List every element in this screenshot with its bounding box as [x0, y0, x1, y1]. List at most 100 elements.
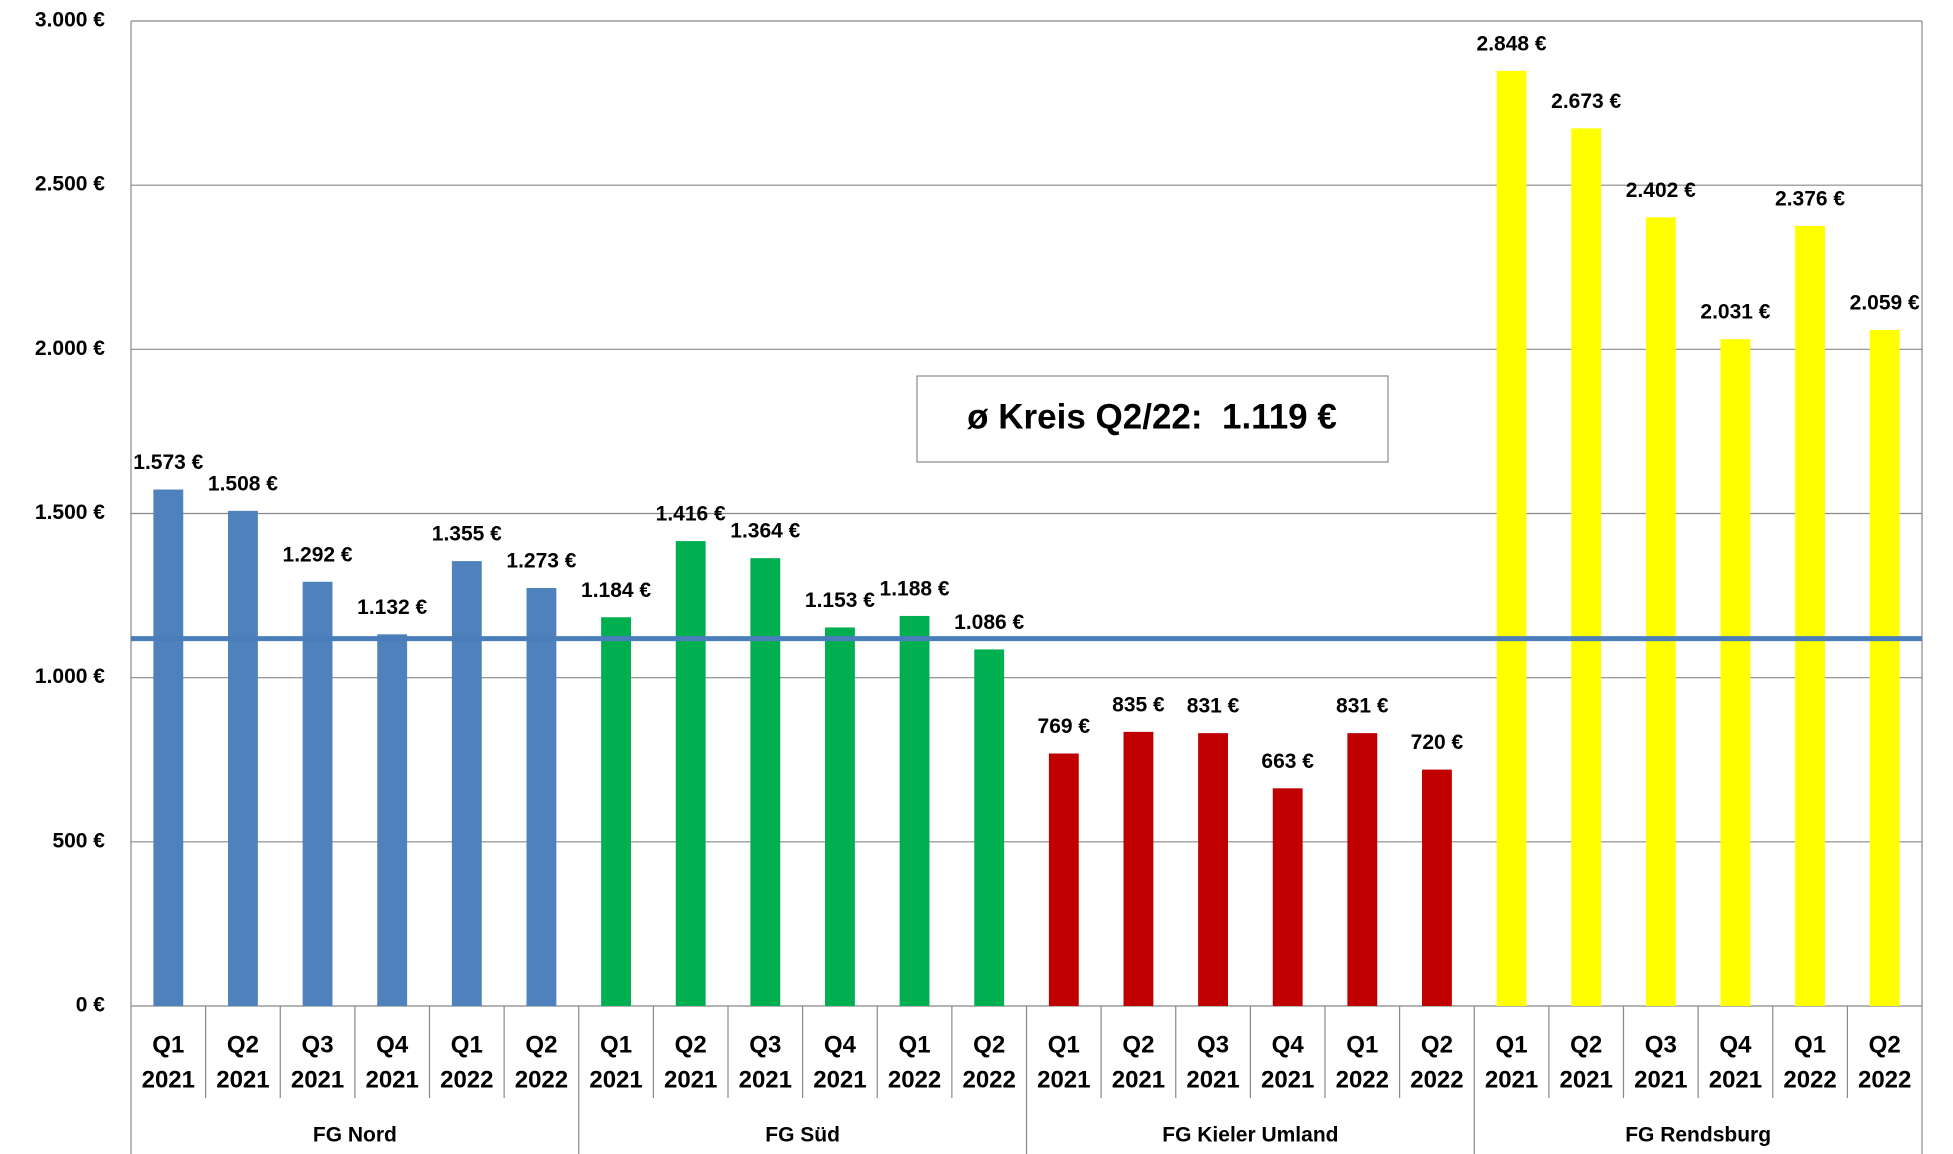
value-label: 1.153 € — [805, 589, 875, 612]
value-label: 2.673 € — [1551, 90, 1621, 113]
x-tick-label: 2021 — [1485, 1066, 1538, 1093]
bar — [974, 649, 1005, 1006]
x-tick-label: Q1 — [1346, 1031, 1378, 1058]
value-label: 2.848 € — [1477, 32, 1547, 55]
x-tick-label: Q1 — [899, 1031, 931, 1058]
value-label: 1.132 € — [357, 596, 427, 619]
x-tick-label: Q2 — [973, 1031, 1005, 1058]
x-tick-label: Q2 — [1869, 1031, 1901, 1058]
bar — [1869, 329, 1900, 1006]
value-label: 1.364 € — [730, 520, 800, 543]
x-tick-label: 2021 — [142, 1066, 195, 1093]
bar — [153, 489, 184, 1006]
bar — [675, 541, 706, 1006]
y-tick-label: 3.000 € — [35, 9, 105, 32]
x-tick-label: 2022 — [1858, 1066, 1911, 1093]
bar — [1720, 339, 1751, 1006]
value-label: 2.402 € — [1626, 179, 1696, 202]
bar — [1422, 769, 1452, 1006]
x-tick-label: Q1 — [1794, 1031, 1826, 1058]
bar — [825, 627, 855, 1006]
x-tick-label: 2021 — [1261, 1066, 1314, 1093]
value-label: 1.573 € — [133, 451, 203, 474]
bar — [302, 581, 333, 1006]
x-tick-label: Q1 — [1048, 1031, 1080, 1058]
value-label: 1.273 € — [506, 550, 576, 573]
x-tick-label: Q4 — [1272, 1031, 1305, 1058]
x-tick-label: 2021 — [1709, 1066, 1762, 1093]
x-tick-label: 2022 — [888, 1066, 941, 1093]
group-label: FG Kieler Umland — [1162, 1124, 1338, 1147]
x-tick-label: Q1 — [1496, 1031, 1528, 1058]
y-tick-label: 0 € — [76, 994, 106, 1017]
x-tick-label: 2021 — [739, 1066, 792, 1093]
bar — [377, 634, 408, 1006]
x-tick-label: Q3 — [1645, 1031, 1677, 1058]
x-tick-label: Q2 — [227, 1031, 259, 1058]
x-tick-label: Q1 — [451, 1031, 483, 1058]
value-label: 1.184 € — [581, 579, 651, 602]
bar — [526, 588, 557, 1006]
x-tick-label: 2022 — [962, 1066, 1015, 1093]
x-tick-label: 2022 — [515, 1066, 568, 1093]
x-tick-label: 2022 — [1783, 1066, 1836, 1093]
value-label: 1.416 € — [656, 503, 726, 526]
y-tick-label: 500 € — [52, 829, 105, 852]
value-label: 2.376 € — [1775, 187, 1845, 210]
x-tick-label: Q2 — [525, 1031, 557, 1058]
x-tick-label: 2021 — [291, 1066, 344, 1093]
x-tick-label: Q1 — [600, 1031, 632, 1058]
bar — [1645, 217, 1676, 1007]
y-tick-label: 2.500 € — [35, 173, 105, 196]
value-label: 663 € — [1261, 750, 1314, 773]
x-tick-label: 2021 — [589, 1066, 642, 1093]
group-label: FG Süd — [765, 1124, 840, 1147]
x-tick-label: Q2 — [1122, 1031, 1154, 1058]
x-tick-label: 2021 — [1112, 1066, 1165, 1093]
x-tick-label: 2021 — [1186, 1066, 1239, 1093]
x-tick-label: 2021 — [813, 1066, 866, 1093]
value-label: 831 € — [1336, 695, 1389, 718]
x-tick-label: Q3 — [749, 1031, 781, 1058]
x-tick-label: 2021 — [664, 1066, 717, 1093]
y-tick-label: 1.500 € — [35, 501, 105, 524]
bar — [228, 510, 258, 1006]
x-tick-label: Q3 — [302, 1031, 334, 1058]
x-tick-label: Q2 — [675, 1031, 707, 1058]
group-label: FG Nord — [313, 1124, 397, 1147]
value-label: 1.355 € — [432, 523, 502, 546]
annotation: ø Kreis Q2/22: 1.119 € — [967, 397, 1337, 436]
value-label: 1.086 € — [954, 611, 1024, 634]
x-tick-label: Q2 — [1421, 1031, 1453, 1058]
x-tick-label: Q3 — [1197, 1031, 1229, 1058]
bar — [899, 615, 930, 1006]
group-label: FG Rendsburg — [1625, 1124, 1771, 1147]
value-label: 831 € — [1187, 695, 1240, 718]
x-tick-label: 2021 — [365, 1066, 418, 1093]
x-tick-label: Q4 — [824, 1031, 857, 1058]
bar — [1198, 733, 1228, 1006]
value-label: 720 € — [1411, 731, 1464, 754]
x-tick-label: 2021 — [1634, 1066, 1687, 1093]
bar — [1496, 70, 1527, 1006]
bar — [1795, 225, 1825, 1006]
value-label: 2.031 € — [1700, 301, 1770, 324]
x-tick-label: 2022 — [440, 1066, 493, 1093]
bar — [1048, 753, 1079, 1006]
x-tick-label: 2022 — [1410, 1066, 1463, 1093]
x-tick-label: 2021 — [1559, 1066, 1612, 1093]
x-tick-label: 2022 — [1336, 1066, 1389, 1093]
x-tick-label: 2021 — [216, 1066, 269, 1093]
x-tick-label: Q2 — [1570, 1031, 1602, 1058]
bar — [451, 561, 482, 1006]
value-label: 2.059 € — [1850, 292, 1920, 315]
x-tick-label: 2021 — [1037, 1066, 1090, 1093]
bar — [1123, 731, 1154, 1006]
x-tick-label: Q4 — [376, 1031, 409, 1058]
bar — [750, 558, 781, 1006]
bar — [1347, 733, 1378, 1006]
x-tick-label: Q4 — [1719, 1031, 1752, 1058]
bar — [601, 617, 631, 1006]
